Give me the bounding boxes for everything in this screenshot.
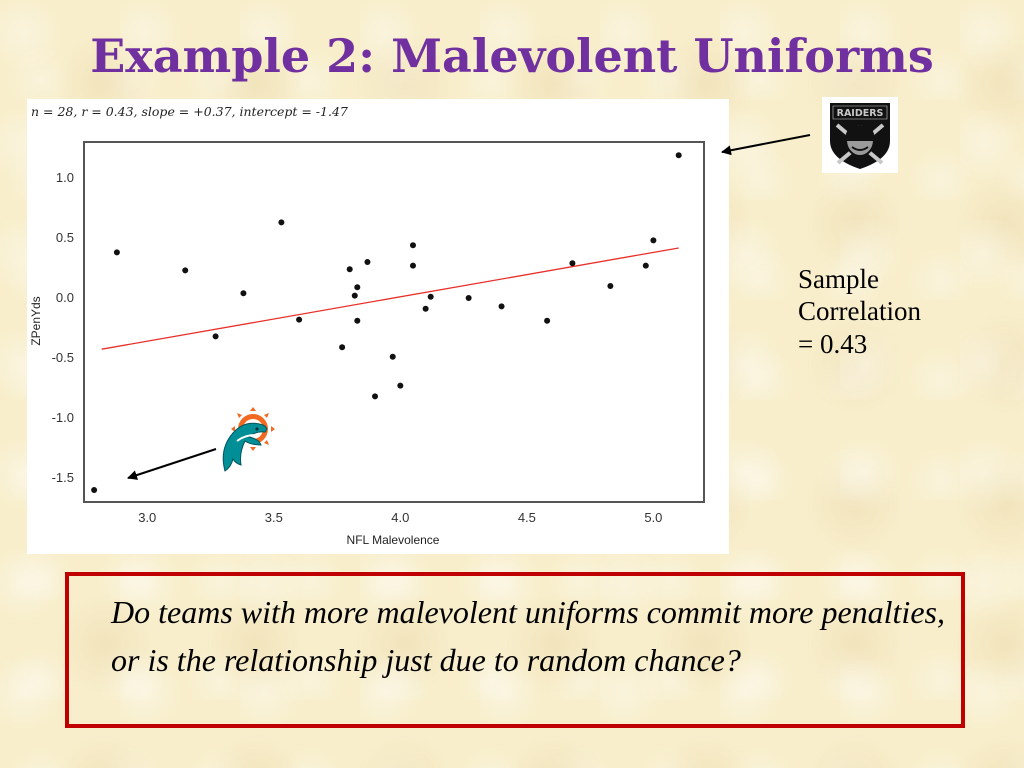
y-axis-ticks: 1.0 0.5 0.0 -0.5 -1.0 -1.5	[52, 170, 74, 485]
y-tick-label: -1.5	[52, 470, 74, 485]
data-point	[296, 316, 303, 323]
data-point	[278, 219, 285, 226]
data-point	[113, 249, 120, 256]
y-tick-label: -1.0	[52, 410, 74, 425]
data-point	[240, 290, 247, 297]
y-tick-label: 1.0	[56, 170, 74, 185]
question-box: Do teams with more malevolent uniforms c…	[65, 572, 965, 728]
y-tick-label: -0.5	[52, 350, 74, 365]
x-tick-label: 4.0	[391, 510, 409, 525]
x-tick-label: 5.0	[644, 510, 662, 525]
svg-text:RAIDERS: RAIDERS	[837, 108, 884, 119]
sample-correlation-note: Sample Correlation = 0.43	[798, 263, 998, 360]
regression-line	[101, 247, 679, 350]
data-point	[607, 283, 614, 289]
data-point	[351, 292, 358, 299]
data-point	[212, 333, 219, 340]
data-point	[650, 237, 657, 244]
data-point	[675, 152, 682, 159]
data-point	[427, 293, 434, 300]
side-note-line-1: Sample	[798, 264, 879, 294]
side-note-line-3: = 0.43	[798, 328, 868, 359]
data-point	[642, 262, 649, 269]
dolphins-logo	[215, 405, 281, 477]
y-tick-label: 0.5	[56, 230, 74, 245]
data-point	[409, 242, 416, 249]
dolphins-logo-icon	[222, 407, 275, 472]
data-point	[339, 344, 346, 351]
data-points	[91, 152, 682, 493]
y-tick-label: 0.0	[56, 290, 74, 305]
plot-frame	[83, 141, 705, 503]
slide-title: Example 2: Malevolent Uniforms	[90, 29, 934, 83]
x-tick-label: 4.5	[518, 510, 536, 525]
data-point	[422, 305, 429, 312]
data-point	[409, 262, 416, 269]
scatter-chart-panel: n = 28, r = 0.43, slope = +0.37, interce…	[27, 99, 729, 554]
data-point	[372, 393, 379, 400]
data-point	[465, 295, 472, 301]
x-tick-label: 3.0	[138, 510, 156, 525]
data-point	[182, 267, 189, 274]
raiders-shield-icon: RAIDERS	[822, 97, 898, 173]
data-point	[346, 266, 353, 273]
data-point	[498, 303, 505, 310]
question-text: Do teams with more malevolent uniforms c…	[111, 594, 945, 678]
y-axis-title: ZPenYds	[29, 296, 43, 345]
raiders-logo: RAIDERS	[822, 97, 898, 173]
data-point	[569, 260, 576, 267]
data-point	[544, 317, 551, 324]
arrow-to-top-point	[721, 134, 811, 156]
x-axis-ticks: 3.0 3.5 4.0 4.5 5.0	[138, 510, 662, 525]
side-note-line-2: Correlation	[798, 296, 921, 327]
data-point	[364, 259, 371, 265]
x-axis-title: NFL Malevolence	[347, 533, 440, 547]
data-point	[354, 317, 361, 324]
data-point	[397, 382, 404, 389]
x-tick-label: 3.5	[265, 510, 283, 525]
data-point	[91, 487, 98, 493]
data-point	[354, 284, 361, 291]
scatter-chart: n = 28, r = 0.43, slope = +0.37, interce…	[29, 104, 705, 547]
data-point	[389, 353, 396, 360]
chart-stats-text: n = 28, r = 0.43, slope = +0.37, interce…	[31, 104, 348, 119]
